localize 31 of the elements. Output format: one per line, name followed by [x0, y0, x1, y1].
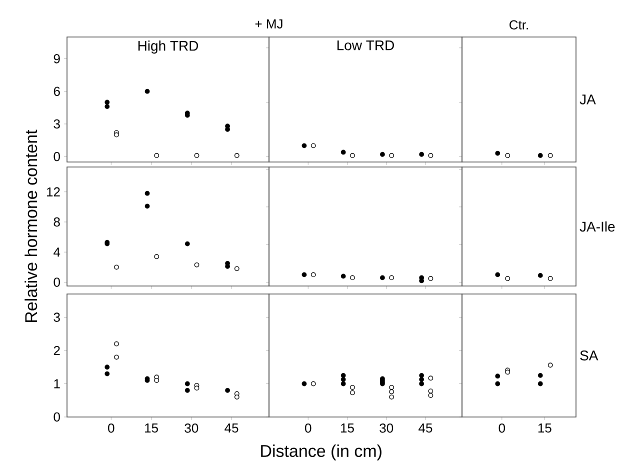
y-tick-label: 6 [54, 86, 60, 96]
y-tick-label: 1 [54, 379, 60, 388]
y-tick-label: 12 [47, 187, 60, 196]
x-tick-label: 30 [184, 424, 198, 433]
x-tick-label: 0 [108, 424, 114, 433]
chart-title: Ctr. [510, 20, 528, 30]
x-tick-label: 15 [145, 424, 158, 433]
x-tick-label: 30 [380, 424, 394, 433]
y-tick-label: 0 [54, 278, 60, 287]
x-tick-label: 45 [224, 424, 238, 433]
y2-axis-title: JA-Ile [580, 221, 615, 232]
x-tick-label: 15 [341, 424, 354, 433]
y2-axis-title: SA [580, 350, 598, 360]
y2-axis-title: JA [580, 94, 596, 104]
y-tick-label: 4 [54, 248, 60, 257]
text: + MJ [255, 19, 282, 28]
x-tick-label: 15 [538, 424, 552, 433]
x-tick-label: 0 [305, 424, 312, 433]
chart-subtitle: High TRD [138, 40, 198, 54]
y-tick-label: 0 [54, 412, 60, 422]
y-tick-label: 2 [54, 346, 60, 356]
y-tick-label: 8 [54, 217, 60, 227]
x-tick-label: 45 [418, 424, 432, 433]
y-axis-title: Relative hormone content [24, 130, 38, 322]
y-tick-label: 3 [54, 312, 60, 322]
y-tick-label: 3 [54, 119, 60, 129]
chart-subtitle: Low TRD [337, 40, 394, 50]
x-axis-title: Distance (in cm) [261, 444, 382, 460]
y-tick-label: 0 [54, 152, 60, 162]
y-tick-label: 9 [54, 54, 60, 64]
x-tick-label: 0 [498, 424, 506, 433]
